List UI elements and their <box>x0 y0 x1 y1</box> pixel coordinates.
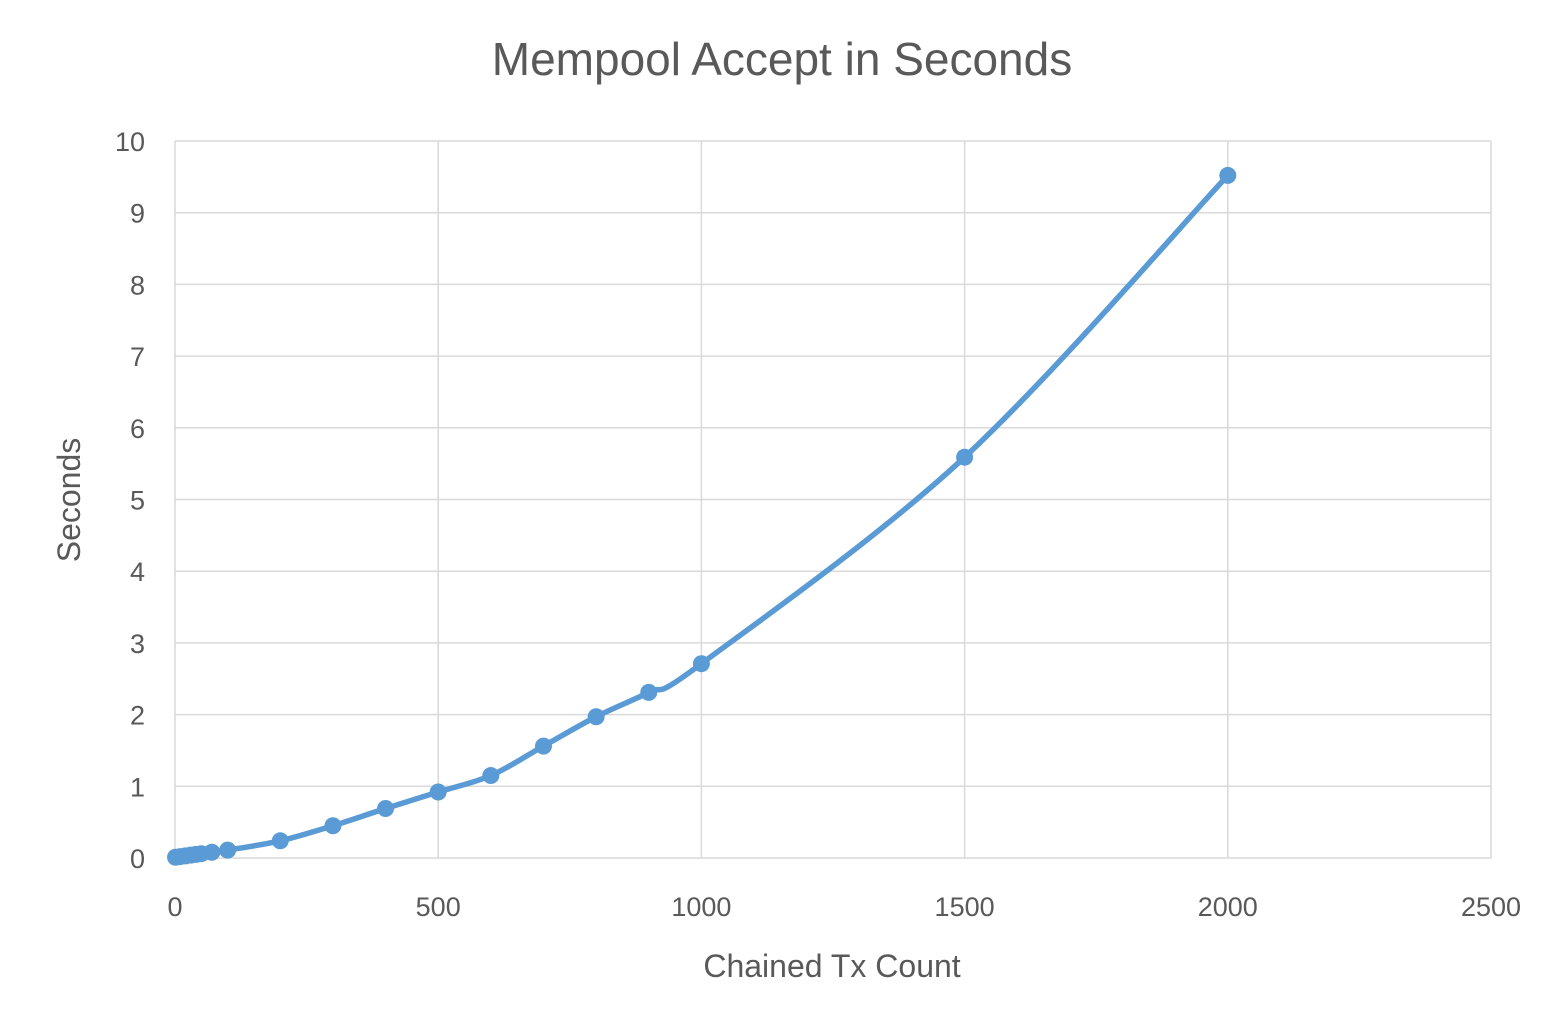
y-axis-title: Seconds <box>51 438 87 563</box>
grid <box>175 140 1492 858</box>
x-axis-title: Chained Tx Count <box>703 948 960 984</box>
data-point <box>271 832 289 850</box>
data-point <box>956 448 974 466</box>
data-point <box>219 841 237 859</box>
y-tick-label: 7 <box>130 342 145 372</box>
y-tick-label: 9 <box>130 199 145 229</box>
y-tick-label: 1 <box>130 772 145 802</box>
chart-title: Mempool Accept in Seconds <box>492 33 1072 85</box>
data-point <box>324 817 342 835</box>
data-point <box>429 783 447 801</box>
tick-labels: 0 1 2 3 4 5 6 7 8 9 10 0 500 1000 1500 2000 2500 <box>115 127 1521 922</box>
data-point <box>377 800 395 818</box>
x-tick-label: 1000 <box>671 892 731 922</box>
x-tick-label: 500 <box>416 892 461 922</box>
y-tick-label: 3 <box>130 629 145 659</box>
data-point <box>587 708 605 726</box>
y-tick-label: 5 <box>130 486 145 516</box>
y-tick-label: 4 <box>130 557 145 587</box>
x-tick-label: 2500 <box>1461 892 1521 922</box>
x-tick-label: 2000 <box>1198 892 1258 922</box>
data-point <box>534 737 552 755</box>
data-point <box>692 655 710 673</box>
y-tick-label: 6 <box>130 414 145 444</box>
data-point <box>203 843 221 861</box>
data-point <box>640 683 658 701</box>
y-tick-label: 8 <box>130 270 145 300</box>
y-tick-label: 2 <box>130 701 145 731</box>
x-tick-label: 1500 <box>935 892 995 922</box>
data-point <box>1219 166 1237 184</box>
y-tick-label: 10 <box>115 127 145 157</box>
data-point <box>482 767 500 785</box>
x-tick-label: 0 <box>167 892 182 922</box>
y-tick-label: 0 <box>130 844 145 874</box>
series-points-group <box>167 166 1237 866</box>
axes <box>174 141 1491 859</box>
